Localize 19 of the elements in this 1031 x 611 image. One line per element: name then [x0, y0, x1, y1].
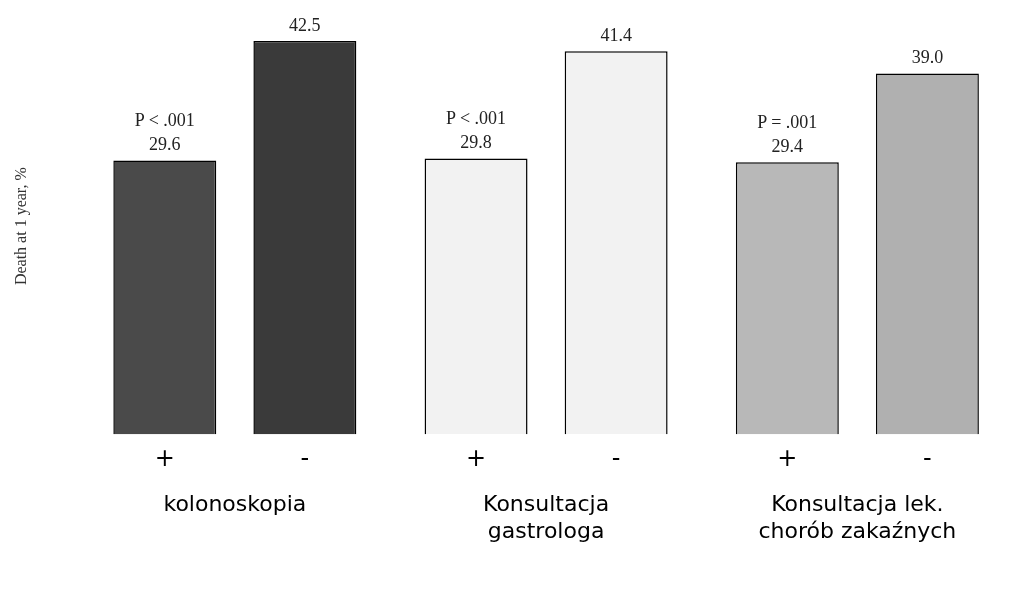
data-label: 29.6 — [149, 134, 181, 155]
series-label: + — [154, 444, 175, 473]
data-label: 39.0 — [911, 47, 944, 68]
data-label: 41.4 — [600, 25, 632, 46]
text: - — [923, 444, 932, 473]
annotation: P = .001 — [757, 112, 818, 133]
data-label: 42.5 — [289, 14, 321, 35]
x-tick-label: Konsultacja lek. chorób zakaźnych — [758, 491, 957, 543]
annotation: P < .001 — [446, 108, 507, 129]
data-label: 29.8 — [460, 132, 492, 153]
text: + — [777, 444, 798, 473]
data-label: 29.4 — [771, 136, 804, 157]
annotation: P < .001 — [134, 110, 195, 131]
text: + — [466, 444, 487, 473]
text: - — [611, 444, 621, 473]
series-label: - — [300, 444, 310, 473]
x-tick-label: Konsultacja gastrologa — [483, 491, 610, 543]
x-tick-label: kolonoskopia — [163, 491, 307, 517]
y-axis-title: Death at 1 year, % — [11, 167, 30, 286]
